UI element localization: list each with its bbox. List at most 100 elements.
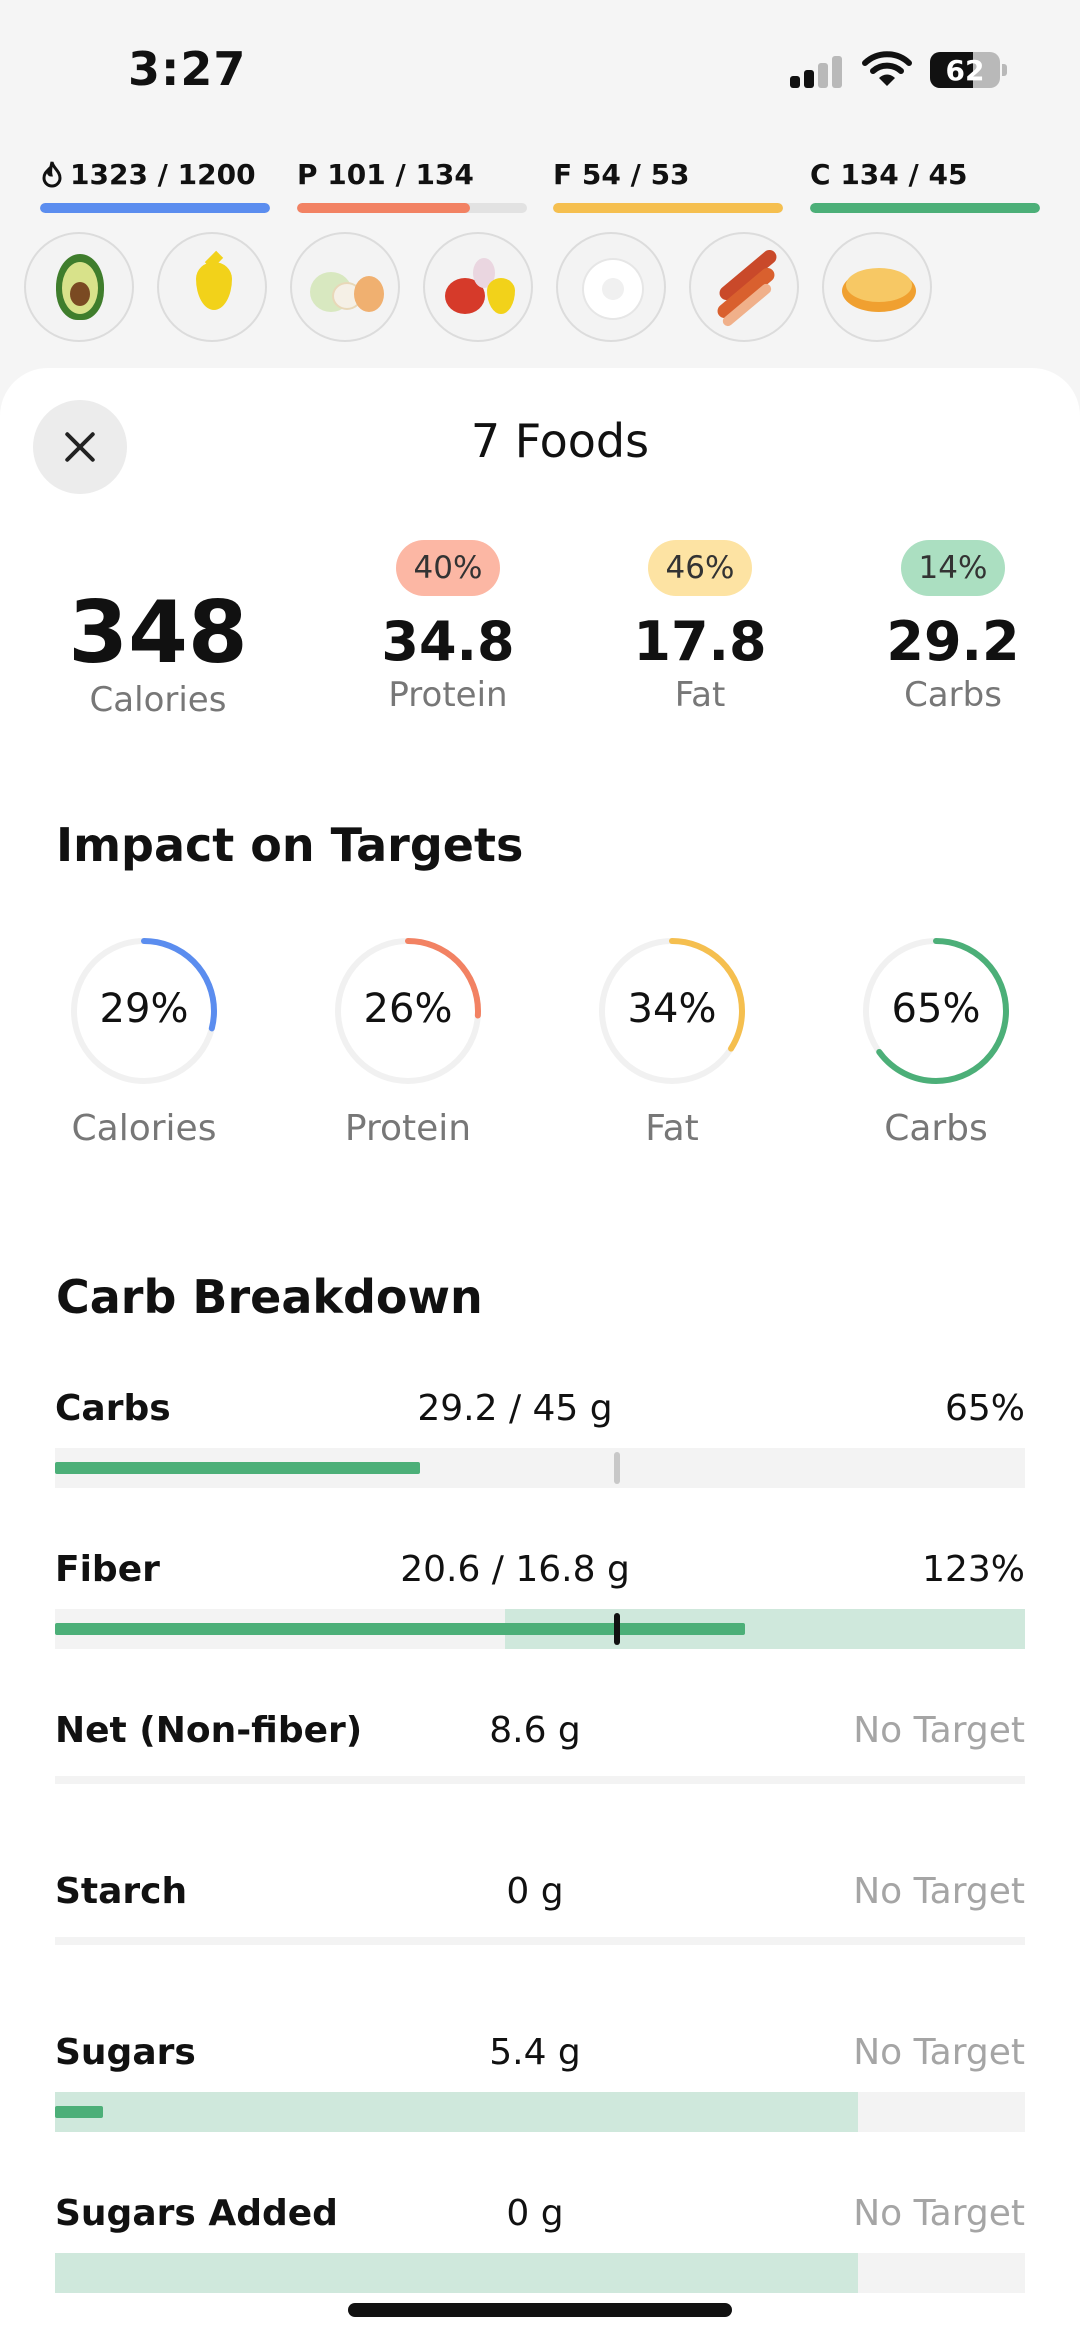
battery-level: 62 [945, 54, 985, 87]
ring-value: 26% [363, 986, 453, 1032]
oil-drop-icon[interactable] [157, 232, 267, 342]
row-progress-track [55, 2092, 1025, 2132]
bacon-icon[interactable] [689, 232, 799, 342]
macro-protein-prefix: P [297, 158, 318, 191]
target-zone [55, 2253, 858, 2293]
ring-value: 34% [627, 986, 717, 1032]
avocado-icon[interactable] [24, 232, 134, 342]
macro-protein-progress [297, 203, 470, 213]
carbs-percent-badge: 14% [900, 540, 1006, 596]
row-value: 20.6 / 16.8 g [400, 1549, 630, 1590]
macro-fat-prefix: F [553, 158, 573, 191]
row-progress-track [55, 1448, 1025, 1488]
carbs-summary: 14% 29.2 Carbs [843, 540, 1063, 715]
row-value: 0 g [506, 2193, 564, 2234]
ring-value: 29% [99, 986, 189, 1032]
row-progress-fill [55, 2106, 103, 2118]
tomato-and-oil-icon[interactable] [423, 232, 533, 342]
ring-progress [71, 938, 217, 1084]
ring-label: Protein [344, 1108, 472, 1149]
carb-breakdown-title: Carb Breakdown [56, 1270, 483, 1324]
row-progress-track [55, 1776, 1025, 1784]
macro-fat-text: 54 / 53 [581, 158, 690, 191]
impact-ring-protein: 26% Protein [318, 936, 498, 1149]
row-target-status: No Target [853, 1871, 1025, 1912]
carbs-label: Carbs [904, 675, 1002, 715]
close-button[interactable] [33, 400, 127, 494]
protein-label: Protein [388, 675, 508, 715]
macro-fat-progress [553, 203, 783, 213]
battery-tip [1002, 64, 1007, 76]
macro-carbs: C 134 / 45 [810, 155, 1040, 213]
ring-progress [863, 938, 1009, 1084]
carbs-value: 29.2 [886, 610, 1020, 673]
fat-label: Fat [674, 675, 726, 715]
food-icons-row [24, 232, 1064, 347]
macro-protein: P 101 / 134 [297, 155, 527, 213]
fat-summary: 46% 17.8 Fat [590, 540, 810, 715]
status-time: 3:27 [128, 42, 247, 96]
breakdown-row-sugars-added[interactable]: Sugars Added 0 g No Target [55, 2193, 1025, 2308]
protein-value: 34.8 [381, 610, 515, 673]
macro-carbs-text: 134 / 45 [840, 158, 968, 191]
target-marker [614, 1452, 620, 1484]
breakdown-row-fiber[interactable]: Fiber 20.6 / 16.8 g 123% [55, 1549, 1025, 1664]
calories-value: 348 [68, 583, 248, 683]
calories-label: Calories [89, 680, 227, 720]
ring-label: Carbs [884, 1108, 988, 1149]
row-label: Net (Non-fiber) [55, 1710, 363, 1751]
fat-value: 17.8 [633, 610, 767, 673]
ring-label: Calories [71, 1108, 217, 1149]
row-percent: 65% [944, 1388, 1025, 1429]
impact-ring-fat: 34% Fat [582, 936, 762, 1149]
breakdown-row-carbs[interactable]: Carbs 29.2 / 45 g 65% [55, 1388, 1025, 1503]
macro-fat: F 54 / 53 [553, 155, 783, 213]
target-zone [55, 2092, 858, 2132]
macro-protein-text: 101 / 134 [327, 158, 474, 191]
sheet-title: 7 Foods [470, 414, 650, 468]
ring-label: Fat [645, 1108, 699, 1149]
macro-summary-bar[interactable]: 1323 / 1200 P 101 / 134 F 54 / 53 C 134 … [40, 155, 1040, 225]
row-progress-track [55, 1937, 1025, 1945]
egg-icon[interactable] [556, 232, 666, 342]
cellular-signal-icon [790, 56, 846, 88]
battery-icon: 62 [930, 52, 1000, 88]
ring-progress [599, 938, 745, 1084]
target-marker [614, 1613, 620, 1645]
row-value: 29.2 / 45 g [417, 1388, 613, 1429]
protein-percent-badge: 40% [395, 540, 501, 596]
row-label: Carbs [55, 1388, 171, 1429]
macro-calories-text: 1323 / 1200 [70, 158, 256, 191]
row-value: 0 g [506, 1871, 564, 1912]
protein-summary: 40% 34.8 Protein [338, 540, 558, 715]
row-percent: 123% [922, 1549, 1025, 1590]
status-bar: 3:27 62 [0, 0, 1080, 140]
pancake-icon[interactable] [822, 232, 932, 342]
ring-progress [335, 938, 481, 1084]
food-details-sheet: 7 Foods 348 Calories 40% 34.8 Protein 46… [0, 368, 1080, 2337]
row-progress-track [55, 2253, 1025, 2293]
macro-calories: 1323 / 1200 [40, 155, 270, 213]
breakdown-row-net-carbs[interactable]: Net (Non-fiber) 8.6 g No Target [55, 1710, 1025, 1825]
row-value: 8.6 g [489, 1710, 581, 1751]
macro-carbs-progress [810, 203, 1040, 213]
impact-section-title: Impact on Targets [56, 818, 524, 872]
row-progress-track [55, 1609, 1025, 1649]
ring-value: 65% [891, 986, 981, 1032]
breakdown-row-starch[interactable]: Starch 0 g No Target [55, 1871, 1025, 1986]
home-indicator[interactable] [348, 2303, 732, 2317]
eggs-and-cauliflower-icon[interactable] [290, 232, 400, 342]
row-label: Fiber [55, 1549, 160, 1590]
macro-carbs-prefix: C [810, 158, 831, 191]
row-progress-fill [55, 1623, 745, 1635]
breakdown-row-sugars[interactable]: Sugars 5.4 g No Target [55, 2032, 1025, 2147]
flame-icon [42, 161, 62, 188]
row-progress-fill [55, 1462, 420, 1474]
row-label: Sugars [55, 2032, 196, 2073]
row-target-status: No Target [853, 2032, 1025, 2073]
fat-percent-badge: 46% [647, 540, 753, 596]
macro-calories-progress [40, 203, 270, 213]
row-target-status: No Target [853, 2193, 1025, 2234]
impact-ring-calories: 29% Calories [54, 936, 234, 1149]
calories-summary: 348 Calories [48, 588, 268, 720]
